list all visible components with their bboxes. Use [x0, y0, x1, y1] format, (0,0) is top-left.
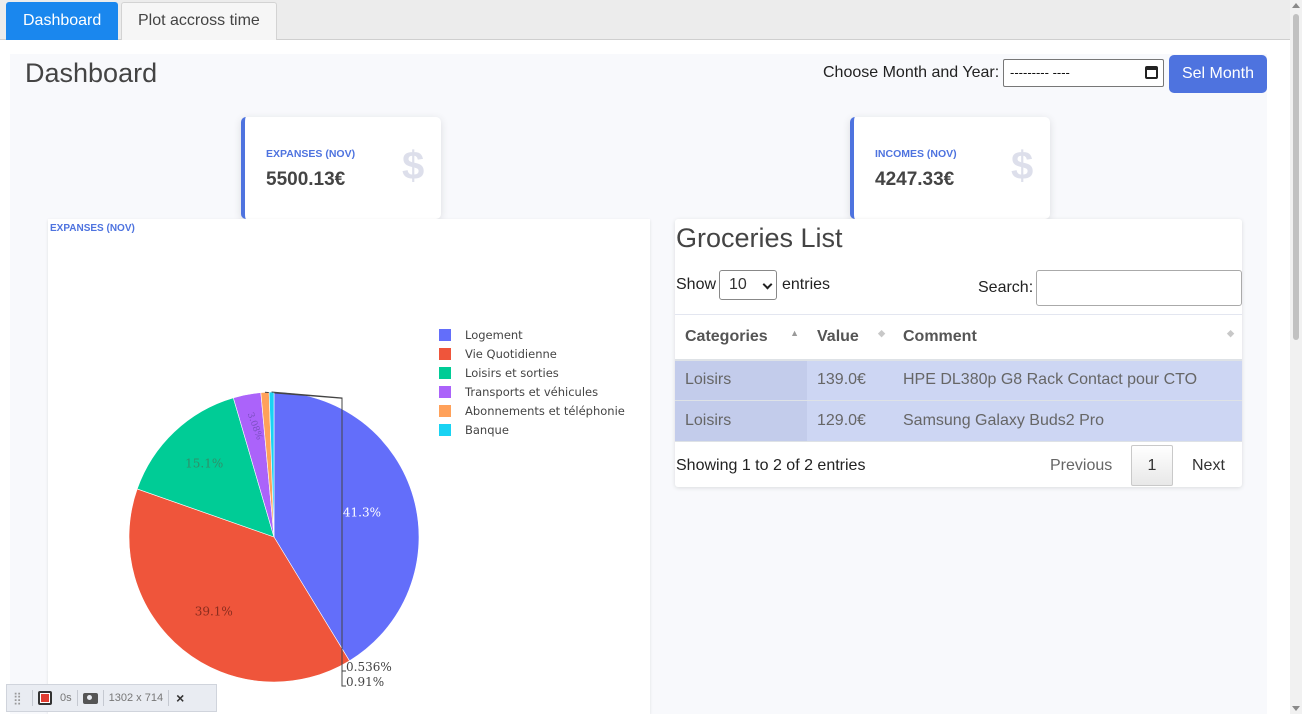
sort-icon: ◆	[878, 328, 885, 338]
cell-category: Loisirs	[675, 400, 807, 442]
sort-icon: ▲	[790, 328, 799, 338]
pie-slice-loisirs-et-sorties[interactable]	[136, 397, 275, 538]
search-label: Search:	[978, 279, 1034, 296]
month-picker-label: Choose Month and Year:	[823, 64, 1000, 81]
legend-label: Loisirs et sorties	[465, 365, 559, 380]
legend-item[interactable]: Abonnements et téléphonie	[439, 401, 625, 420]
table-info: Showing 1 to 2 of 2 entries	[676, 457, 866, 474]
record-icon[interactable]	[38, 691, 52, 705]
legend-item[interactable]: Banque	[439, 420, 625, 439]
calendar-icon[interactable]	[1145, 66, 1158, 79]
pie-slice-label: 39.1%	[195, 604, 233, 618]
cell-value: 129.0€	[807, 400, 893, 442]
scrollbar-thumb[interactable]	[1293, 14, 1299, 340]
pie-slice-label: 15.1%	[185, 456, 223, 470]
chart-title: EXPANSES (NOV)	[50, 223, 135, 234]
incomes-card-label: INCOMES (NOV)	[875, 148, 957, 160]
drag-handle-icon[interactable]: ⣿	[13, 691, 22, 705]
table-row[interactable]: Loisirs 139.0€ HPE DL380p G8 Rack Contac…	[675, 359, 1242, 401]
search-input[interactable]	[1036, 270, 1242, 306]
tab-plot-across-time[interactable]: Plot accross time	[121, 2, 277, 40]
legend-swatch	[439, 366, 451, 379]
legend-swatch	[439, 328, 451, 341]
pie-slice-label: 41.3%	[343, 505, 381, 519]
table-row[interactable]: Loisirs 129.0€ Samsung Galaxy Buds2 Pro	[675, 400, 1242, 442]
page-size-select[interactable]: 10	[719, 270, 777, 300]
pie-leader-line	[271, 391, 346, 672]
cell-value: 139.0€	[807, 359, 893, 401]
recorder-toolbar: ⣿ 0s 1302 x 714 ×	[6, 684, 217, 712]
cell-comment: Samsung Galaxy Buds2 Pro	[893, 400, 1242, 442]
pagination-next[interactable]: Next	[1192, 457, 1225, 474]
chevron-down-icon	[762, 279, 773, 290]
tab-bar: Dashboard Plot accross time	[0, 0, 1290, 40]
scroll-down-arrow-icon[interactable]	[1292, 706, 1300, 711]
scroll-up-arrow-icon[interactable]	[1292, 3, 1300, 8]
expenses-pie-chart[interactable]: 41.3%39.1%15.1%3.08%0.91%0.536%	[48, 219, 650, 714]
expenses-pie-chart-panel: EXPANSES (NOV) 41.3% 39.1% 15.1% 3.08% 0.91%…	[48, 219, 650, 714]
legend-item[interactable]: Logement	[439, 325, 625, 344]
sort-icon: ◆	[1227, 328, 1234, 338]
page-size-value: 10	[729, 276, 747, 293]
pie-slice-label: 0.536%	[346, 660, 392, 674]
cell-comment: HPE DL380p G8 Rack Contact pour CTO	[893, 359, 1242, 401]
pagination-page-1[interactable]: 1	[1131, 445, 1173, 486]
chart-legend: Logement Vie Quotidienne Loisirs et sortie…	[439, 325, 625, 439]
pie-slice-logement[interactable]	[273, 391, 420, 662]
legend-item[interactable]: Transports et véhicules	[439, 382, 625, 401]
recording-time: 0s	[60, 692, 72, 704]
incomes-card-value: 4247.33€	[875, 169, 955, 190]
groceries-panel: Groceries List Show 10 entries Search: C…	[675, 219, 1242, 487]
column-header-comment[interactable]: Comment ◆	[893, 314, 1242, 361]
legend-label: Abonnements et téléphonie	[465, 403, 625, 418]
groceries-table: Categories ▲ Value ◆ Comment ◆ Loisirs 1…	[675, 314, 1242, 442]
column-header-categories[interactable]: Categories ▲	[675, 314, 807, 361]
cell-category: Loisirs	[675, 359, 807, 401]
legend-item[interactable]: Vie Quotidienne	[439, 344, 625, 363]
entries-label: entries	[782, 276, 831, 293]
dollar-icon: $	[402, 144, 425, 188]
pagination-previous[interactable]: Previous	[1050, 457, 1113, 474]
incomes-card: INCOMES (NOV) 4247.33€ $	[850, 117, 1050, 219]
show-label: Show	[676, 276, 717, 293]
pie-slice-vie-quotidienne[interactable]	[128, 488, 350, 683]
legend-swatch	[439, 347, 451, 360]
expenses-card-label: EXPANSES (NOV)	[266, 148, 356, 160]
month-picker-input[interactable]: --------- ----	[1003, 59, 1164, 87]
expenses-card: EXPANSES (NOV) 5500.13€ $	[241, 117, 441, 219]
legend-label: Vie Quotidienne	[465, 346, 557, 361]
viewport-size: 1302 x 714	[108, 692, 164, 704]
legend-swatch	[439, 404, 451, 417]
close-icon[interactable]: ×	[176, 690, 185, 706]
dollar-icon: $	[1011, 144, 1034, 188]
groceries-title: Groceries List	[676, 223, 843, 253]
camera-icon[interactable]	[82, 692, 98, 704]
legend-label: Transports et véhicules	[465, 384, 599, 399]
tab-dashboard[interactable]: Dashboard	[6, 2, 119, 40]
expenses-card-value: 5500.13€	[266, 169, 346, 190]
pie-slice-label: 0.91%	[346, 675, 384, 689]
legend-item[interactable]: Loisirs et sorties	[439, 363, 625, 382]
page-title: Dashboard	[25, 58, 158, 88]
legend-swatch	[439, 423, 451, 436]
legend-label: Logement	[465, 327, 523, 342]
vertical-scrollbar[interactable]	[1290, 0, 1302, 714]
select-month-button[interactable]: Sel Month	[1169, 55, 1267, 93]
legend-label: Banque	[465, 422, 509, 437]
legend-swatch	[439, 385, 451, 398]
column-header-value[interactable]: Value ◆	[807, 314, 893, 361]
